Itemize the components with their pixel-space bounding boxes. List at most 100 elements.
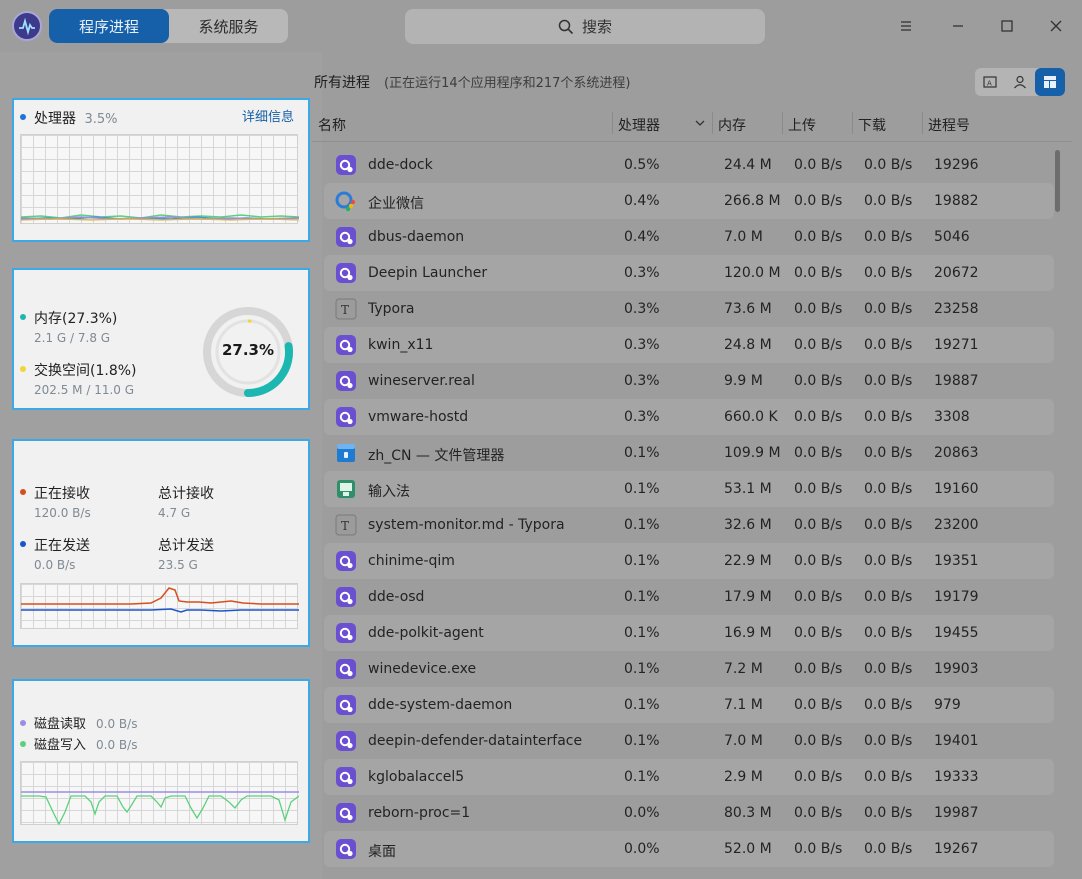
app-gear-icon <box>336 155 356 175</box>
process-row[interactable]: dde-system-daemon 0.1% 7.1 M 0.0 B/s 0.0 B/s… <box>324 687 1054 723</box>
col-memory[interactable]: 内存 <box>718 118 746 134</box>
process-name: kglobalaccel5 <box>368 769 465 785</box>
process-cpu: 0.1% <box>624 553 660 569</box>
minimize-button[interactable] <box>944 12 972 40</box>
app-gear-icon <box>336 695 356 715</box>
app-window-icon: A <box>983 76 997 88</box>
process-name: system-monitor.md - Typora <box>368 517 565 533</box>
col-divider[interactable] <box>922 112 923 134</box>
maximize-button[interactable] <box>993 12 1021 40</box>
process-row[interactable]: dbus-daemon 0.4% 7.0 M 0.0 B/s 0.0 B/s 5046 <box>324 219 1054 255</box>
close-icon <box>1050 20 1062 32</box>
col-pid[interactable]: 进程号 <box>928 118 970 134</box>
process-up: 0.0 B/s <box>794 265 843 281</box>
process-cpu: 0.4% <box>624 193 660 209</box>
col-cpu[interactable]: 处理器 <box>618 118 660 134</box>
col-download[interactable]: 下载 <box>858 118 886 134</box>
process-up: 0.0 B/s <box>794 301 843 317</box>
process-up: 0.0 B/s <box>794 193 843 209</box>
disk-lines <box>21 791 299 826</box>
process-row[interactable]: reborn-proc=1 0.0% 80.3 M 0.0 B/s 0.0 B/s 199… <box>324 795 1054 831</box>
swap-label: 交换空间(1.8%) <box>34 363 137 379</box>
process-cpu: 0.3% <box>624 301 660 317</box>
col-upload[interactable]: 上传 <box>788 118 816 134</box>
process-row[interactable]: wineserver.real 0.3% 9.9 M 0.0 B/s 0.0 B/s 19… <box>324 363 1054 399</box>
app-gear-icon <box>336 623 356 643</box>
disk-card[interactable]: 磁盘读取 0.0 B/s 磁盘写入 0.0 B/s <box>12 679 310 843</box>
col-divider[interactable] <box>612 112 613 134</box>
process-up: 0.0 B/s <box>794 445 843 461</box>
memory-usage: 2.1 G / 7.8 G <box>34 331 111 345</box>
process-up: 0.0 B/s <box>794 769 843 785</box>
process-pid: 20863 <box>934 445 979 461</box>
process-row[interactable]: deepin-defender-datainterface 0.1% 7.0 M 0.… <box>324 723 1054 759</box>
process-pid: 19267 <box>934 841 979 857</box>
process-row[interactable]: dde-osd 0.1% 17.9 M 0.0 B/s 0.0 B/s 19179 <box>324 579 1054 615</box>
cpu-label: 处理器 <box>34 111 76 127</box>
process-down: 0.0 B/s <box>864 265 913 281</box>
network-card[interactable]: 正在接收 120.0 B/s 总计接收 4.7 G 正在发送 0.0 B/s 总… <box>12 439 310 647</box>
sort-desc-chevron-icon[interactable] <box>694 118 706 128</box>
process-down: 0.0 B/s <box>864 589 913 605</box>
col-divider[interactable] <box>852 112 853 134</box>
process-row[interactable]: kwin_x11 0.3% 24.8 M 0.0 B/s 0.0 B/s 19271 <box>324 327 1054 363</box>
process-filter-buttons: A <box>975 68 1065 96</box>
process-row[interactable]: 输入法 0.1% 53.1 M 0.0 B/s 0.0 B/s 19160 <box>324 471 1054 507</box>
process-row[interactable]: vmware-hostd 0.3% 660.0 K 0.0 B/s 0.0 B/s 330… <box>324 399 1054 435</box>
process-row[interactable]: 桌面 0.0% 52.0 M 0.0 B/s 0.0 B/s 19267 <box>324 831 1054 867</box>
process-row[interactable]: winedevice.exe 0.1% 7.2 M 0.0 B/s 0.0 B/s 199… <box>324 651 1054 687</box>
process-row[interactable]: dde-dock 0.5% 24.4 M 0.0 B/s 0.0 B/s 19296 <box>324 147 1054 183</box>
app-gear-icon <box>336 587 356 607</box>
process-up: 0.0 B/s <box>794 337 843 353</box>
col-name[interactable]: 名称 <box>318 118 346 134</box>
process-cpu: 0.5% <box>624 157 660 173</box>
total-recv-label: 总计接收 <box>158 486 214 502</box>
process-name: dde-dock <box>368 157 433 173</box>
process-cpu: 0.1% <box>624 625 660 641</box>
process-row[interactable]: T Typora 0.3% 73.6 M 0.0 B/s 0.0 B/s 23258 <box>324 291 1054 327</box>
menu-button[interactable] <box>892 12 920 40</box>
swap-usage: 202.5 M / 11.0 G <box>34 383 135 397</box>
process-down: 0.0 B/s <box>864 805 913 821</box>
grid-icon <box>1044 76 1056 88</box>
app-gear-icon <box>336 407 356 427</box>
svg-text:T: T <box>341 519 349 533</box>
process-cpu: 0.1% <box>624 769 660 785</box>
filter-apps-button[interactable]: A <box>975 68 1005 96</box>
app-gear-icon <box>336 659 356 679</box>
process-row[interactable]: kglobalaccel5 0.1% 2.9 M 0.0 B/s 0.0 B/s 1933… <box>324 759 1054 795</box>
col-divider[interactable] <box>782 112 783 134</box>
cpu-card[interactable]: 处理器 3.5% 详细信息 <box>12 98 310 242</box>
close-button[interactable] <box>1042 12 1070 40</box>
search-input[interactable]: 搜索 <box>405 9 765 44</box>
memory-card[interactable]: 内存(27.3%) 2.1 G / 7.8 G 交换空间(1.8%) 202.5… <box>12 268 310 410</box>
process-cpu: 0.1% <box>624 481 660 497</box>
process-name: dde-osd <box>368 589 425 605</box>
cpu-detail-link[interactable]: 详细信息 <box>241 110 294 125</box>
disk-chart <box>20 761 299 826</box>
process-row[interactable]: chinime-qim 0.1% 22.9 M 0.0 B/s 0.0 B/s 19351 <box>324 543 1054 579</box>
filter-all-button[interactable] <box>1035 68 1065 96</box>
tab-services[interactable]: 系统服务 <box>198 17 259 36</box>
process-mem: 7.2 M <box>724 661 763 677</box>
process-up: 0.0 B/s <box>794 553 843 569</box>
process-pid: 19987 <box>934 805 979 821</box>
process-pid: 19887 <box>934 373 979 389</box>
process-cpu: 0.0% <box>624 841 660 857</box>
process-row[interactable]: zh_CN — 文件管理器 0.1% 109.9 M 0.0 B/s 0.0 B/s 20… <box>324 435 1054 471</box>
scrollbar[interactable] <box>1055 150 1060 212</box>
process-row[interactable]: dde-polkit-agent 0.1% 16.9 M 0.0 B/s 0.0 B/s… <box>324 615 1054 651</box>
process-row[interactable]: Deepin Launcher 0.3% 120.0 M 0.0 B/s 0.0 B/s… <box>324 255 1054 291</box>
process-cpu: 0.4% <box>624 229 660 245</box>
process-cpu: 0.0% <box>624 805 660 821</box>
process-name: dbus-daemon <box>368 229 465 245</box>
process-up: 0.0 B/s <box>794 409 843 425</box>
process-up: 0.0 B/s <box>794 589 843 605</box>
col-divider[interactable] <box>712 112 713 134</box>
filter-user-button[interactable] <box>1005 68 1035 96</box>
process-pid: 23258 <box>934 301 979 317</box>
process-row[interactable]: 企业微信 0.4% 266.8 M 0.0 B/s 0.0 B/s 19882 <box>324 183 1054 219</box>
process-name: wineserver.real <box>368 373 475 389</box>
tab-processes[interactable]: 程序进程 <box>49 9 169 43</box>
